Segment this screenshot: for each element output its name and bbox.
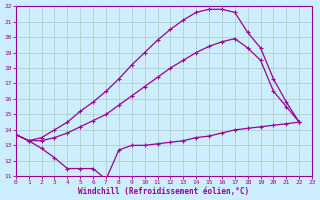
X-axis label: Windchill (Refroidissement éolien,°C): Windchill (Refroidissement éolien,°C) [78,187,250,196]
